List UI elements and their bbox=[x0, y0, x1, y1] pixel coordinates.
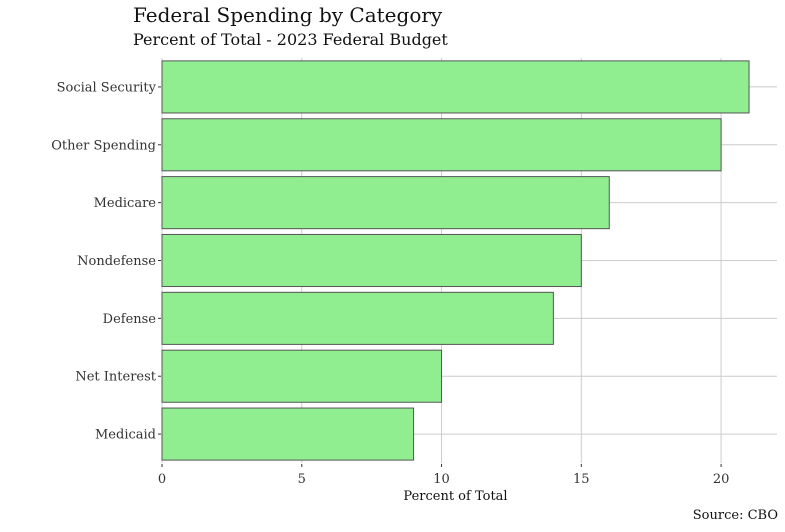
axis-layer: Social Security Other Spending Medicare Non… bbox=[51, 80, 729, 487]
bar-layer bbox=[161, 60, 750, 461]
bar-medicare bbox=[161, 176, 610, 230]
x-tick-label: 20 bbox=[713, 472, 730, 487]
y-tick-label: Medicare bbox=[94, 196, 157, 211]
x-tick-label: 5 bbox=[298, 472, 306, 487]
x-axis-title: Percent of Total bbox=[403, 489, 507, 504]
y-tick-label: Medicaid bbox=[95, 428, 156, 443]
bar-nondefense bbox=[161, 233, 582, 288]
x-tick-label: 15 bbox=[573, 472, 590, 487]
y-tick-label: Nondefense bbox=[77, 254, 156, 269]
bar-other-spending bbox=[161, 118, 722, 172]
chart-title: Federal Spending by Category bbox=[133, 3, 443, 27]
x-tick-label: 0 bbox=[158, 472, 166, 487]
bar-medicaid bbox=[161, 407, 415, 461]
y-tick-label: Defense bbox=[103, 312, 157, 327]
source-caption: Source: CBO bbox=[692, 508, 778, 523]
y-tick-label: Social Security bbox=[57, 80, 157, 95]
bar-defense bbox=[161, 291, 554, 345]
bar-social-security bbox=[161, 60, 750, 114]
x-tick-label: 10 bbox=[433, 472, 450, 487]
y-tick-label: Net Interest bbox=[75, 370, 156, 385]
bar-net-interest bbox=[161, 349, 443, 403]
chart-subtitle: Percent of Total - 2023 Federal Budget bbox=[133, 30, 448, 49]
y-tick-label: Other Spending bbox=[51, 138, 156, 153]
